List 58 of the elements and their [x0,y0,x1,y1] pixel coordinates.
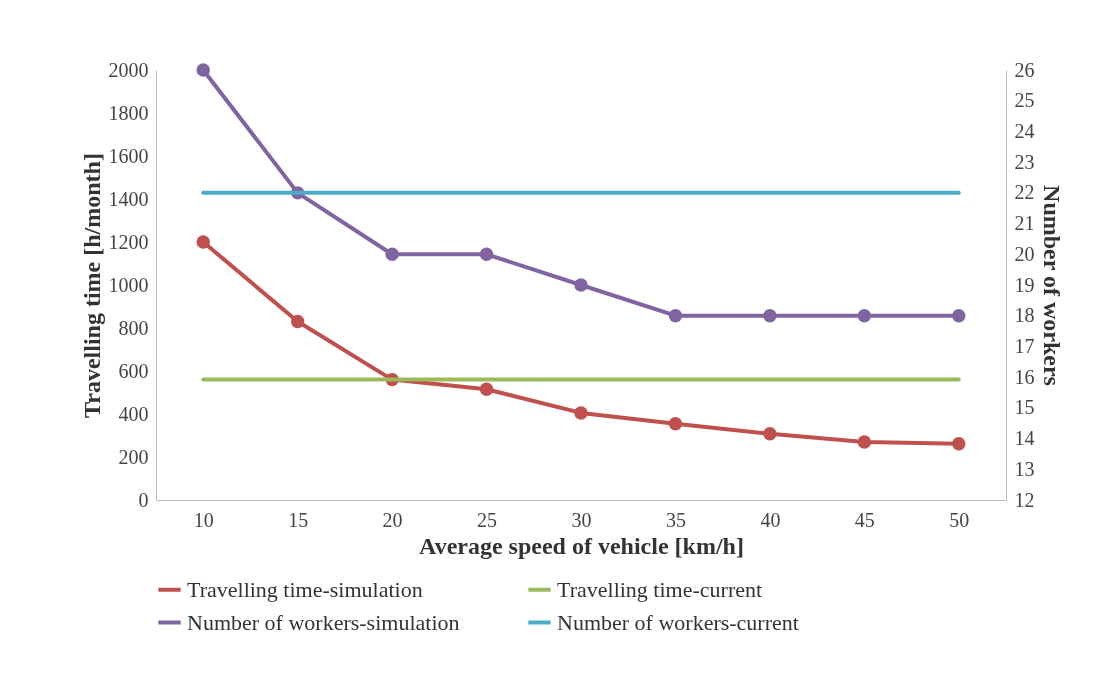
y-tick-label: 1400 [108,187,149,210]
y2-tick-label: 14 [1014,427,1035,450]
x-axis-title: Average speed of vehicle [km/h] [419,532,744,559]
y-tick-label: 1000 [108,273,149,296]
y2-tick-label: 22 [1014,181,1035,204]
y2-tick-label: 19 [1014,273,1035,296]
point [196,235,210,249]
x-tick-label: 40 [760,508,781,531]
x-tick-label: 35 [665,508,686,531]
point [290,314,305,329]
y2-tick-label: 16 [1014,365,1035,388]
y2-tick-label: 12 [1014,488,1035,511]
y-tick-label: 0 [138,488,149,511]
point [952,309,966,323]
x-tick-label: 20 [382,508,403,531]
point [196,63,210,77]
y2-tick-label: 15 [1014,396,1035,419]
legend-label: Number of workers-simulation [187,609,460,635]
legend-label: Travelling time-current [557,576,763,602]
x-tick-label: 30 [571,508,592,531]
y-tick-label: 1600 [108,144,149,167]
y2-axis-title: Number of workers [1038,185,1065,386]
point [479,247,494,261]
y2-tick-label: 25 [1014,89,1035,112]
point [668,309,683,323]
point [479,382,494,396]
y-tick-label: 200 [118,445,149,468]
y-tick-label: 1800 [108,101,149,124]
x-tick-label: 45 [854,508,875,531]
x-tick-label: 50 [949,508,970,531]
y-tick-label: 800 [118,316,149,339]
y2-tick-label: 23 [1014,150,1035,173]
y2-tick-label: 21 [1014,212,1035,235]
y-tick-label: 400 [118,402,149,425]
point [385,247,399,261]
y-tick-label: 600 [118,359,149,382]
y-tick-label: 2000 [108,58,149,81]
point [574,406,588,420]
point [763,427,777,441]
point [857,309,872,323]
x-tick-label: 25 [477,508,498,531]
y2-tick-label: 24 [1014,119,1035,142]
x-tick-label: 15 [288,508,309,531]
y-axis-title: Travelling time [h/month] [78,153,105,418]
legend-label: Travelling time-simulation [187,576,423,602]
y2-tick-label: 26 [1014,58,1035,81]
point [952,436,966,451]
y2-tick-label: 17 [1014,334,1035,357]
point [668,416,683,431]
y2-tick-label: 20 [1014,242,1035,265]
point [857,435,872,449]
legend-label: Number of workers-current [557,609,799,635]
point [574,278,588,292]
point [763,309,777,323]
y2-tick-label: 13 [1014,457,1035,480]
y2-tick-label: 18 [1014,304,1035,327]
x-tick-label: 10 [193,508,214,531]
y-tick-label: 1200 [108,230,149,253]
